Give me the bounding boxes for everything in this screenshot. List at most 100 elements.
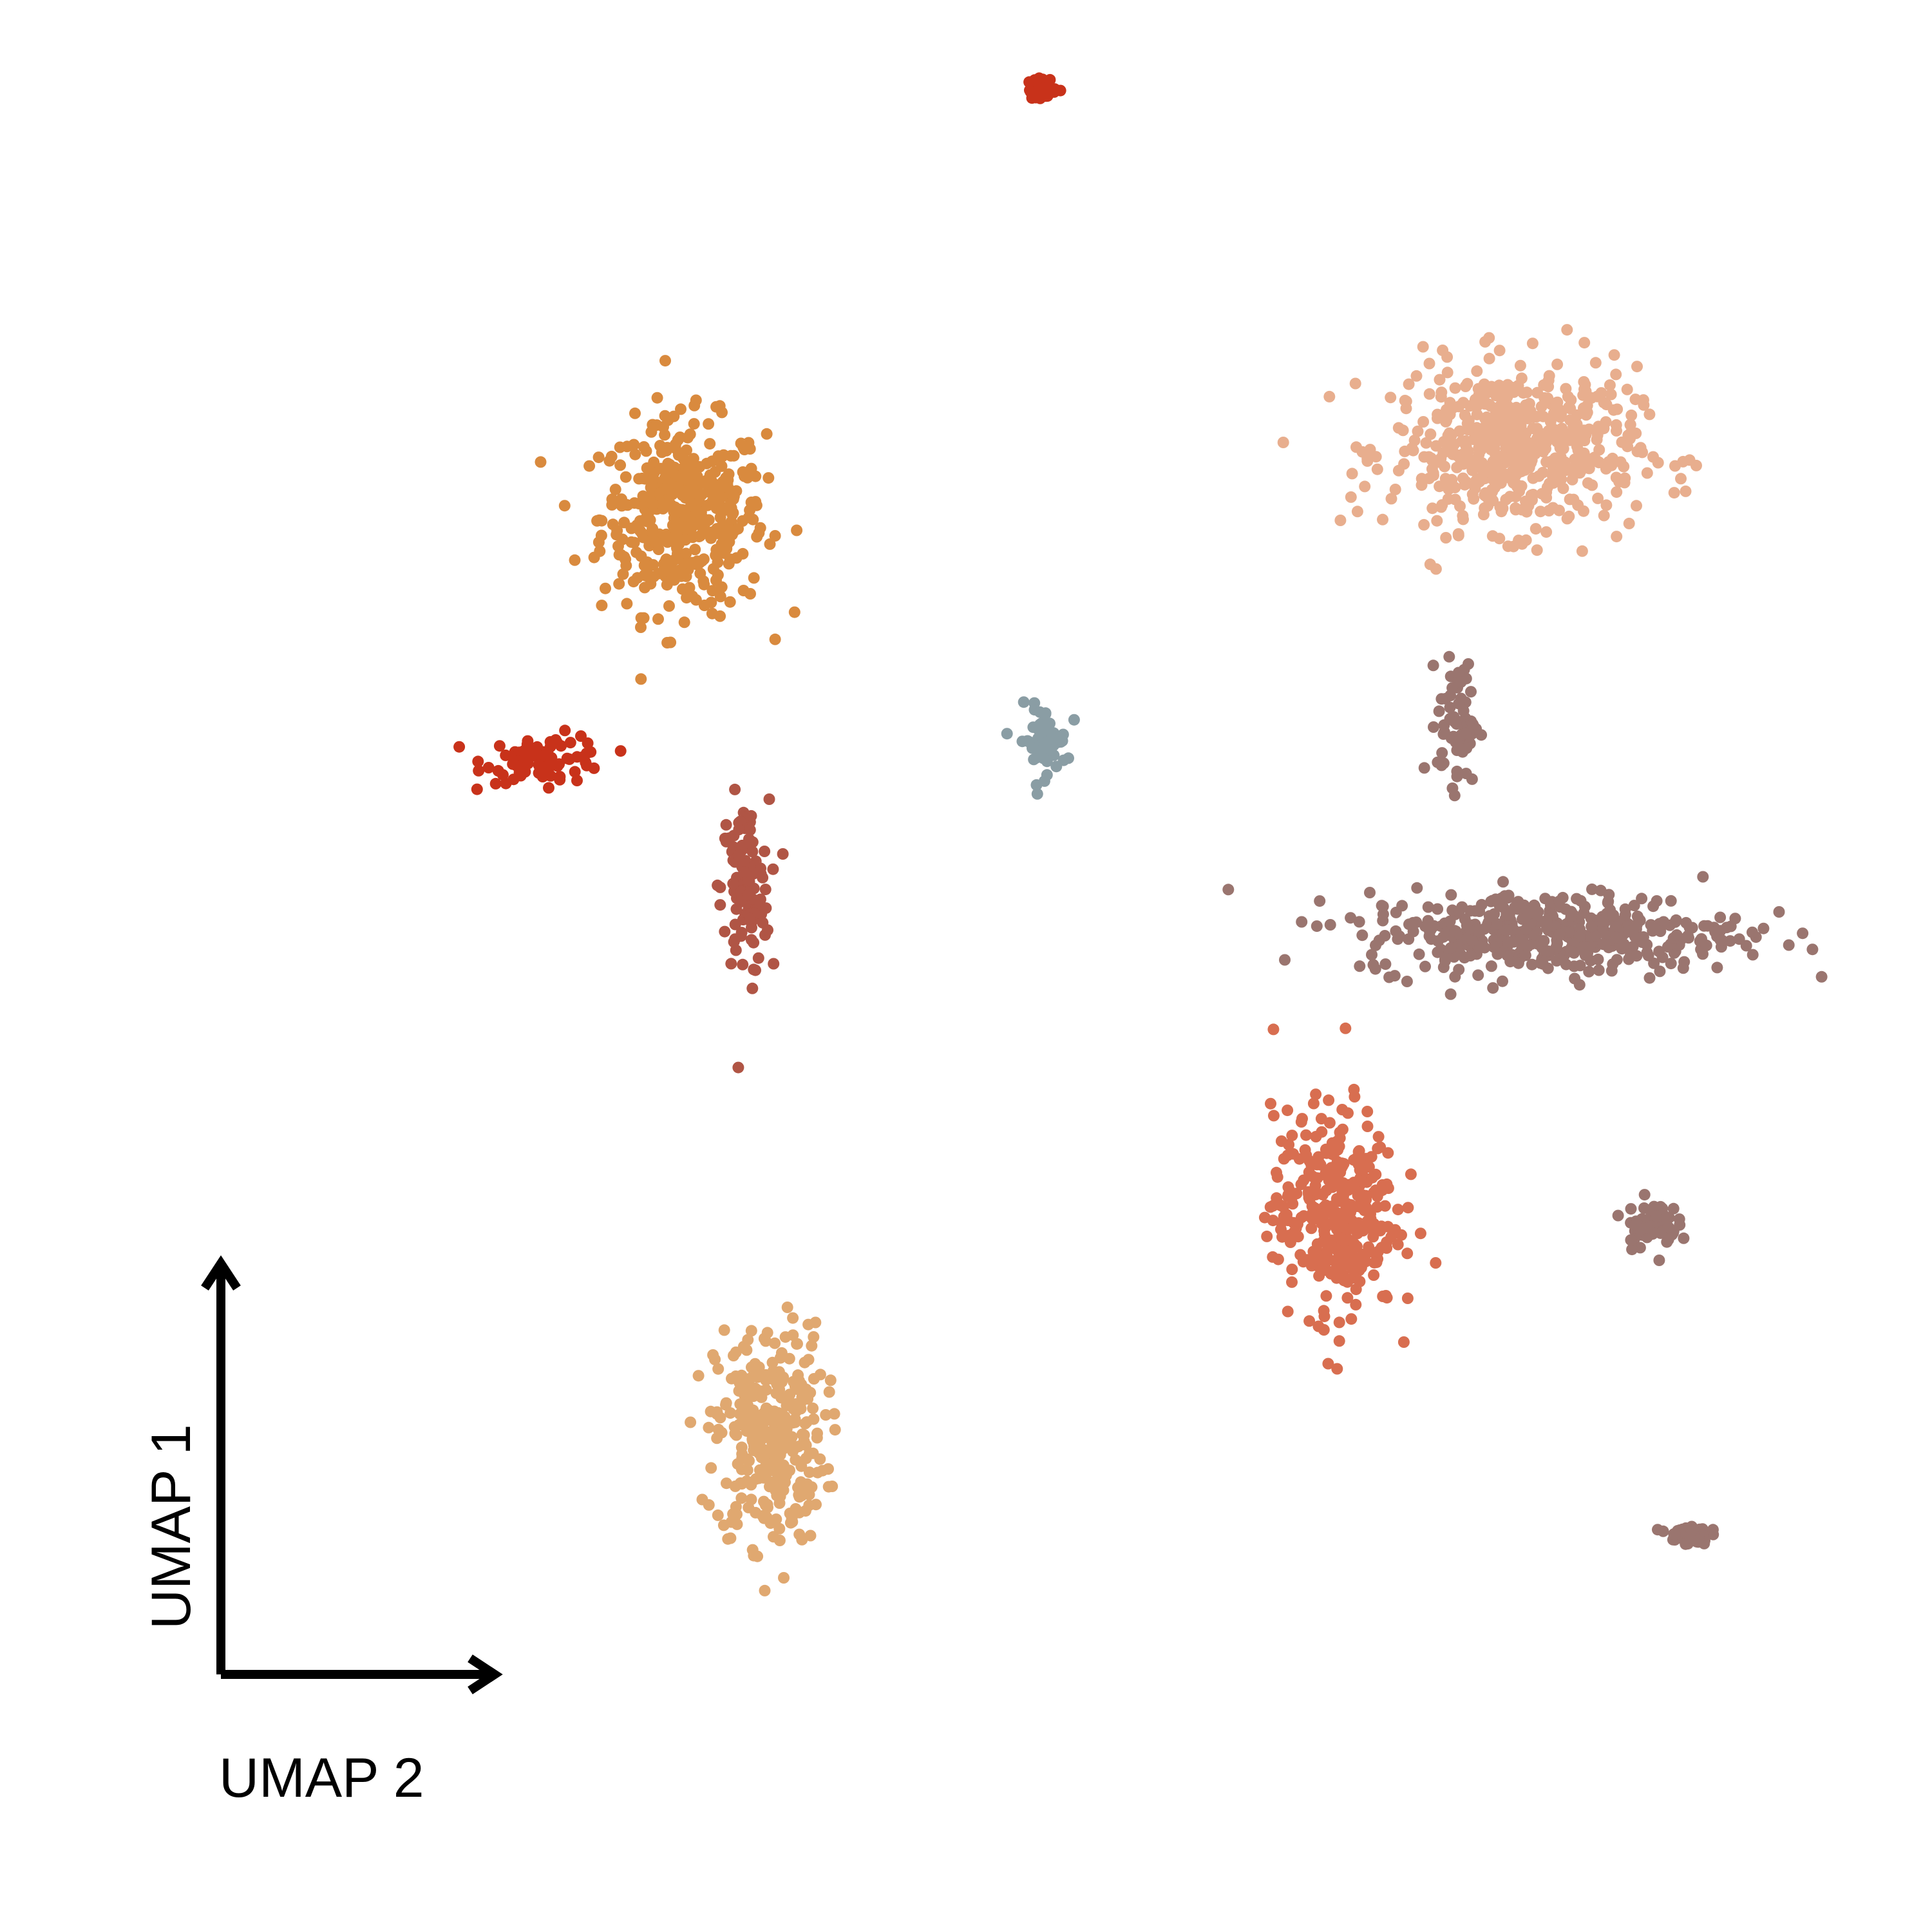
scatter-point-cluster-0 bbox=[703, 418, 715, 430]
scatter-point-cluster-5 bbox=[1456, 435, 1468, 448]
scatter-point-cluster-8 bbox=[1414, 1227, 1426, 1240]
scatter-point-cluster-8 bbox=[1401, 1293, 1414, 1304]
scatter-point-cluster-5 bbox=[1636, 446, 1649, 459]
scatter-point-cluster-4 bbox=[1042, 717, 1054, 730]
scatter-point-cluster-3 bbox=[778, 1572, 790, 1584]
scatter-point-cluster-1 bbox=[518, 745, 530, 757]
scatter-point-cluster-7 bbox=[1709, 925, 1721, 938]
scatter-point-cluster-7 bbox=[1747, 949, 1759, 961]
scatter-point-cluster-0 bbox=[618, 551, 630, 563]
scatter-point-cluster-5 bbox=[1541, 481, 1553, 493]
scatter-point-cluster-7 bbox=[1487, 982, 1499, 994]
scatter-point-cluster-2 bbox=[745, 810, 757, 822]
scatter-point-cluster-0 bbox=[650, 536, 663, 549]
scatter-point-cluster-5 bbox=[1510, 504, 1522, 516]
scatter-point-cluster-5 bbox=[1669, 460, 1681, 472]
scatter-point-cluster-3 bbox=[810, 1316, 822, 1329]
scatter-point-cluster-8 bbox=[1402, 1202, 1414, 1214]
scatter-point-cluster-8 bbox=[1312, 1320, 1325, 1332]
scatter-point-cluster-5 bbox=[1426, 463, 1438, 475]
scatter-point-cluster-0 bbox=[688, 418, 700, 430]
scatter-point-cluster-5 bbox=[1569, 453, 1581, 466]
scatter-point-cluster-1 bbox=[553, 758, 565, 770]
scatter-point-cluster-5 bbox=[1578, 337, 1591, 349]
scatter-point-cluster-7 bbox=[1593, 964, 1605, 976]
scatter-point-cluster-0 bbox=[629, 407, 641, 419]
scatter-point-cluster-0 bbox=[659, 565, 671, 577]
scatter-point-cluster-5 bbox=[1417, 341, 1429, 353]
scatter-point-cluster-7 bbox=[1654, 965, 1666, 978]
scatter-point-cluster-10 bbox=[1662, 1233, 1674, 1245]
scatter-point-cluster-4 bbox=[1041, 769, 1053, 781]
scatter-point-cluster-7 bbox=[1432, 946, 1444, 958]
scatter-point-cluster-8 bbox=[1368, 1256, 1380, 1269]
scatter-point-cluster-5 bbox=[1483, 352, 1495, 365]
scatter-point-cluster-3 bbox=[793, 1528, 806, 1540]
scatter-point-cluster-8 bbox=[1323, 1094, 1335, 1106]
scatter-point-cluster-0 bbox=[535, 456, 547, 468]
scatter-point-cluster-7 bbox=[1658, 916, 1670, 928]
scatter-point-cluster-5 bbox=[1522, 437, 1534, 449]
axis-arrows bbox=[201, 1255, 503, 1694]
scatter-point-cluster-8 bbox=[1397, 1336, 1410, 1348]
scatter-point-cluster-3 bbox=[787, 1312, 799, 1324]
scatter-point-cluster-7 bbox=[1757, 922, 1770, 934]
scatter-point-cluster-0 bbox=[737, 585, 750, 596]
scatter-point-cluster-3 bbox=[814, 1368, 826, 1381]
scatter-point-cluster-7 bbox=[1697, 871, 1709, 883]
scatter-point-cluster-8 bbox=[1307, 1255, 1319, 1267]
scatter-point-cluster-0 bbox=[639, 582, 651, 594]
scatter-point-cluster-6 bbox=[1459, 728, 1472, 740]
scatter-point-cluster-5 bbox=[1508, 475, 1520, 487]
scatter-point-cluster-3 bbox=[750, 1506, 762, 1519]
scatter-point-cluster-7 bbox=[1560, 958, 1572, 971]
scatter-point-cluster-3 bbox=[732, 1458, 744, 1470]
scatter-point-cluster-5 bbox=[1578, 376, 1590, 388]
scatter-point-cluster-8 bbox=[1267, 1023, 1280, 1036]
scatter-point-cluster-3 bbox=[781, 1302, 793, 1313]
scatter-point-cluster-3 bbox=[808, 1413, 820, 1425]
scatter-point-cluster-7 bbox=[1636, 893, 1648, 905]
scatter-point-cluster-5 bbox=[1416, 479, 1428, 491]
scatter-point-cluster-0 bbox=[672, 434, 684, 446]
scatter-point-cluster-10 bbox=[1673, 1213, 1685, 1226]
scatter-point-cluster-3 bbox=[761, 1458, 773, 1470]
scatter-point-cluster-5 bbox=[1500, 493, 1512, 506]
scatter-point-cluster-0 bbox=[769, 633, 781, 645]
scatter-point-cluster-1 bbox=[473, 764, 485, 777]
scatter-point-cluster-5 bbox=[1345, 491, 1357, 503]
scatter-point-cluster-0 bbox=[661, 637, 674, 649]
scatter-point-cluster-7 bbox=[1448, 951, 1460, 963]
scatter-point-cluster-5 bbox=[1638, 399, 1650, 411]
scatter-point-cluster-0 bbox=[687, 590, 699, 602]
scatter-point-cluster-10 bbox=[1653, 1255, 1665, 1266]
scatter-point-cluster-5 bbox=[1558, 456, 1571, 468]
scatter-point-cluster-10 bbox=[1667, 1202, 1680, 1215]
scatter-point-cluster-0 bbox=[635, 621, 647, 633]
scatter-point-cluster-5 bbox=[1565, 394, 1577, 406]
scatter-point-cluster-8 bbox=[1300, 1129, 1312, 1141]
scatter-point-cluster-3 bbox=[822, 1481, 835, 1493]
scatter-points bbox=[453, 72, 1828, 1596]
scatter-point-cluster-5 bbox=[1423, 357, 1435, 370]
scatter-point-cluster-5 bbox=[1442, 444, 1454, 457]
scatter-point-cluster-10 bbox=[1678, 1232, 1690, 1244]
scatter-point-cluster-3 bbox=[712, 1509, 724, 1521]
scatter-point-cluster-7 bbox=[1354, 960, 1366, 972]
scatter-point-cluster-8 bbox=[1273, 1198, 1285, 1210]
scatter-point-cluster-10 bbox=[1612, 1209, 1624, 1222]
scatter-point-cluster-7 bbox=[1607, 909, 1620, 922]
scatter-point-cluster-0 bbox=[689, 544, 701, 556]
scatter-point-cluster-0 bbox=[628, 536, 640, 549]
scatter-point-cluster-7 bbox=[1539, 893, 1551, 905]
scatter-point-cluster-4 bbox=[1031, 788, 1043, 800]
scatter-point-cluster-5 bbox=[1571, 409, 1583, 421]
scatter-point-cluster-8 bbox=[1349, 1091, 1361, 1103]
scatter-point-cluster-7 bbox=[1565, 905, 1577, 918]
scatter-point-cluster-3 bbox=[769, 1337, 781, 1349]
scatter-point-cluster-0 bbox=[647, 474, 659, 486]
scatter-point-cluster-0 bbox=[613, 578, 625, 590]
scatter-point-cluster-6 bbox=[1437, 728, 1450, 740]
scatter-point-cluster-7 bbox=[1773, 906, 1785, 918]
scatter-point-cluster-2 bbox=[729, 918, 741, 931]
